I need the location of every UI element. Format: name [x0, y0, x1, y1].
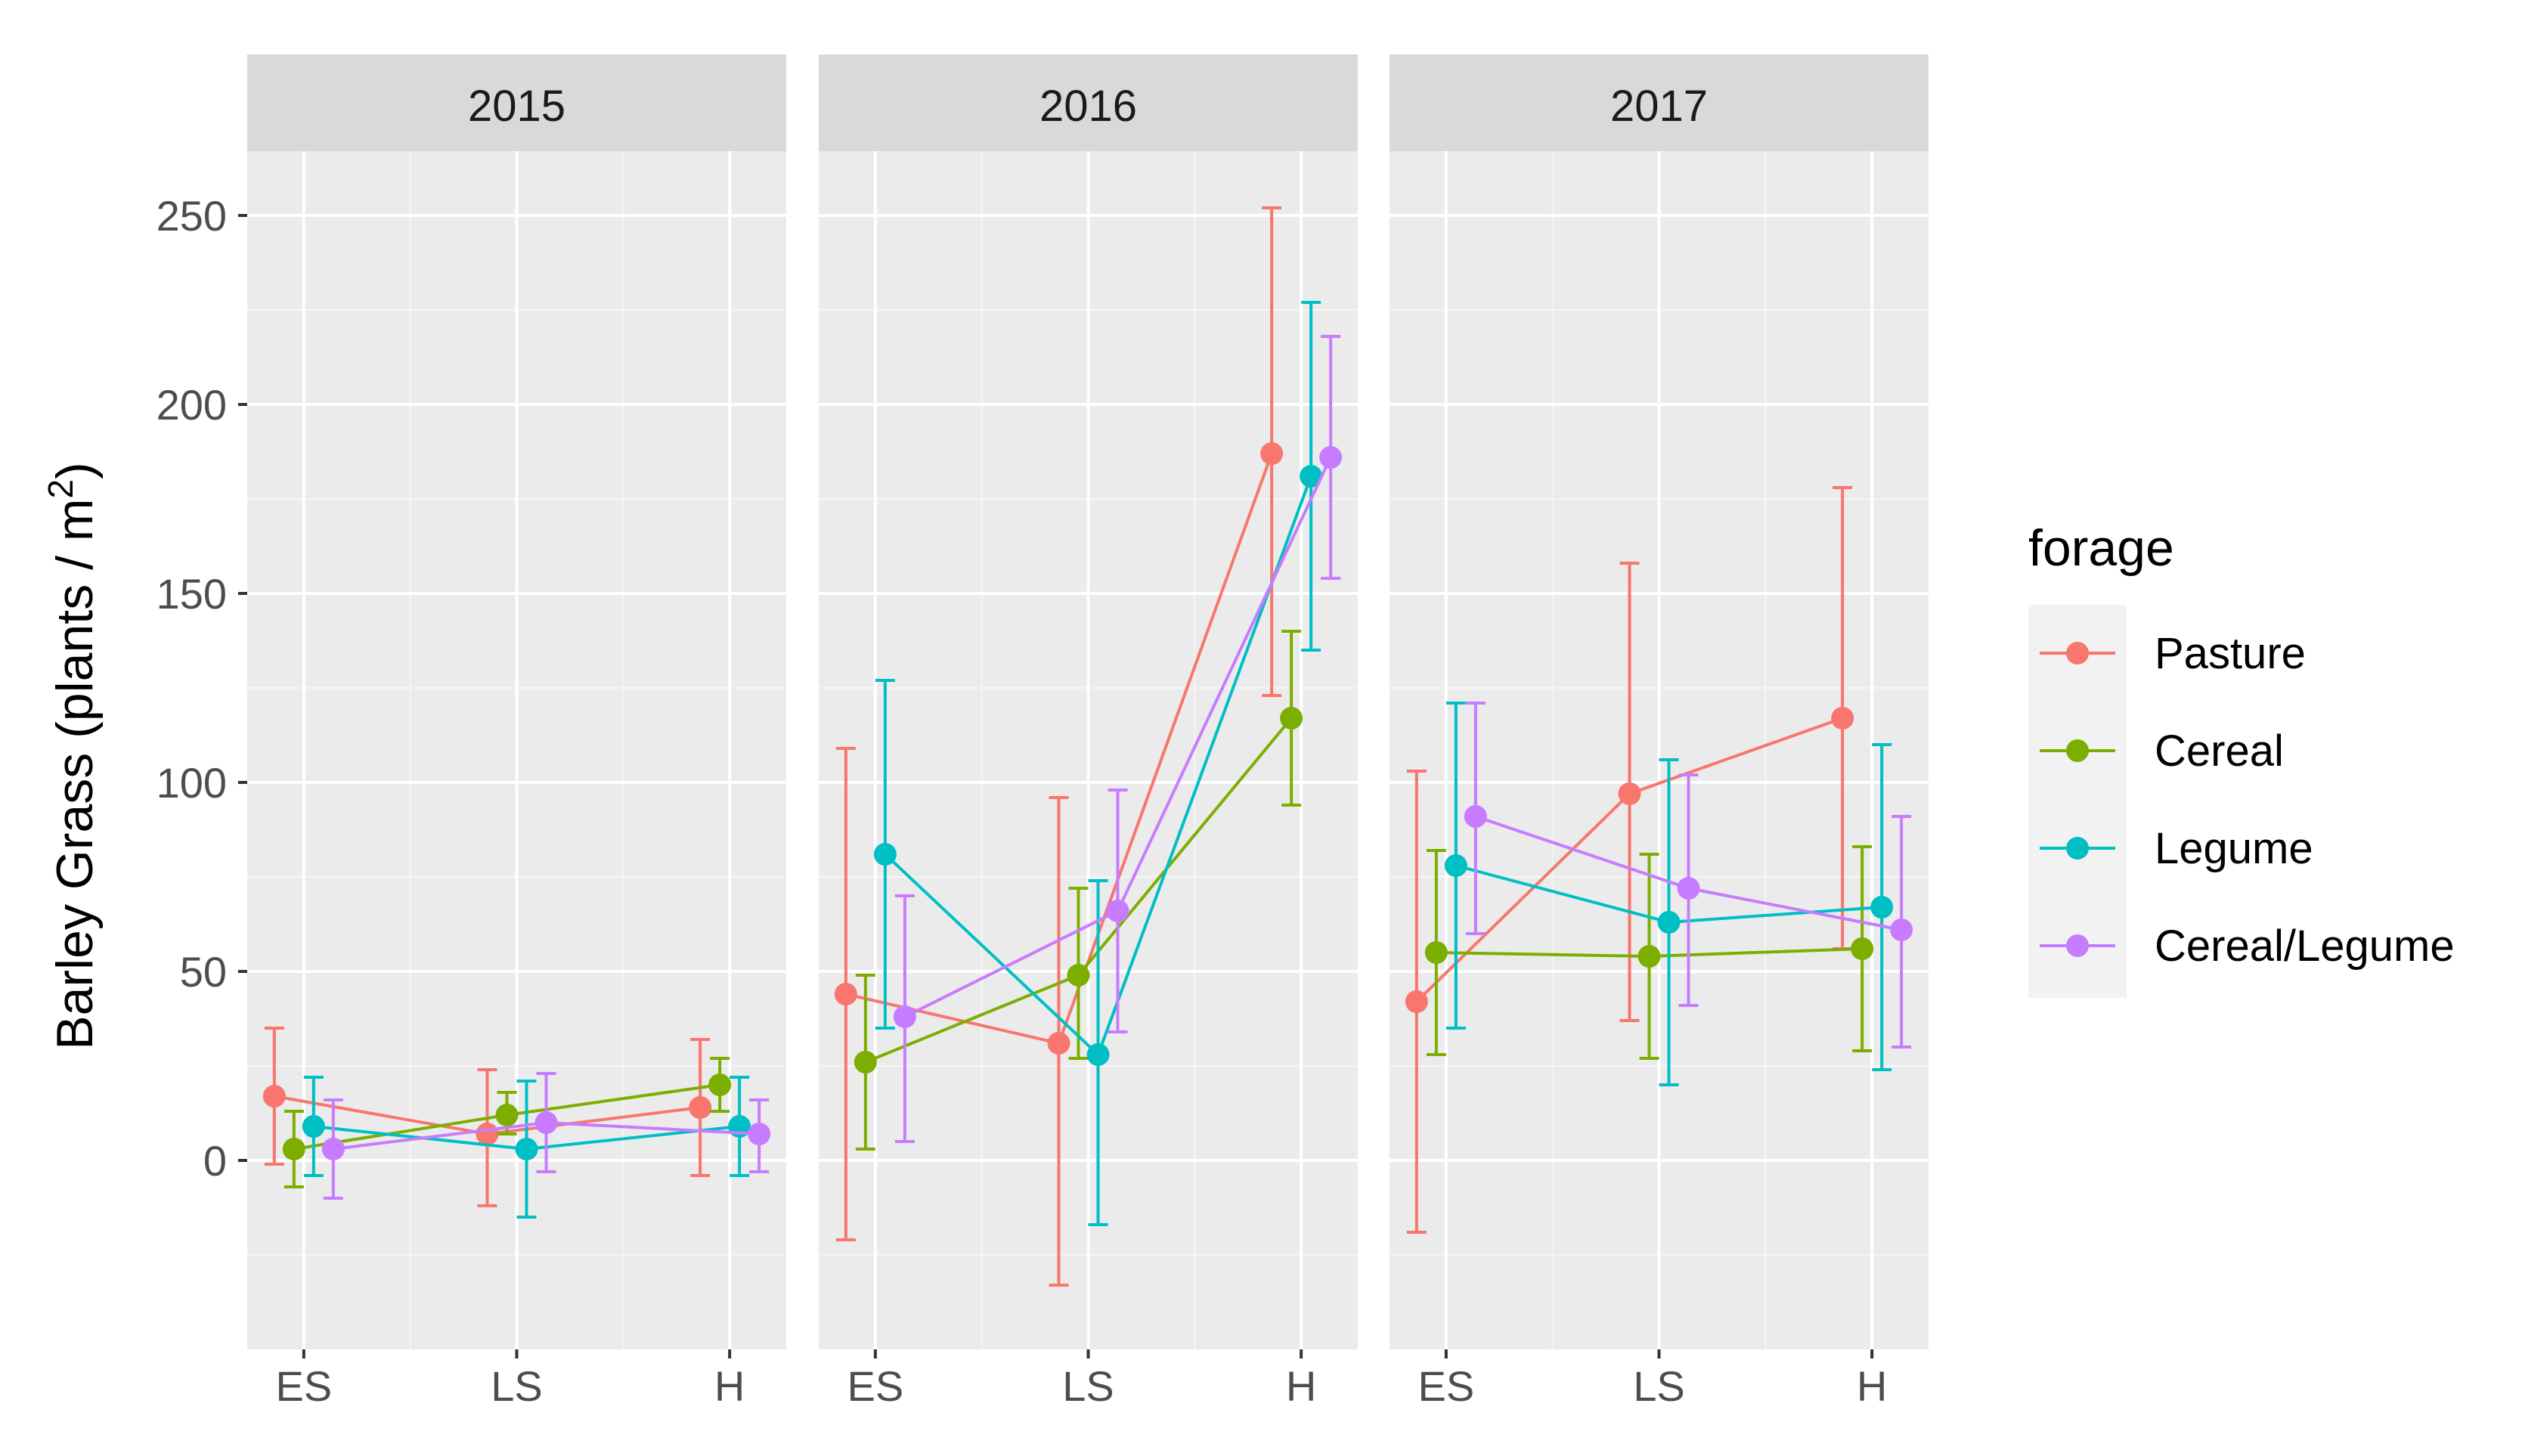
- data-point: [1657, 911, 1681, 934]
- data-point: [1300, 465, 1323, 488]
- data-point: [708, 1073, 732, 1096]
- legend-label: Pasture: [2155, 629, 2306, 678]
- legend-key-background: [2028, 605, 2127, 998]
- data-point: [282, 1138, 305, 1160]
- data-point: [893, 1005, 916, 1028]
- legend-key-point: [2066, 642, 2089, 664]
- y-tick-label: 0: [203, 1137, 227, 1185]
- data-point: [1106, 900, 1129, 922]
- data-point: [476, 1123, 499, 1145]
- data-point: [1851, 937, 1874, 960]
- data-point: [1637, 945, 1661, 968]
- data-point: [1870, 896, 1894, 919]
- y-tick-label: 100: [156, 759, 227, 807]
- data-point: [534, 1111, 558, 1134]
- legend-title: forage: [2028, 519, 2174, 577]
- x-tick-label: H: [714, 1362, 745, 1410]
- data-point: [748, 1123, 771, 1145]
- y-tick-label: 250: [156, 192, 227, 240]
- x-tick-label: H: [1857, 1362, 1887, 1410]
- data-point: [1047, 1032, 1070, 1055]
- data-point: [1319, 446, 1343, 469]
- data-point: [262, 1085, 286, 1107]
- x-tick-label: LS: [1062, 1362, 1114, 1410]
- data-point: [495, 1104, 519, 1126]
- data-point: [1405, 990, 1428, 1013]
- x-tick-label: H: [1286, 1362, 1316, 1410]
- data-point: [873, 843, 897, 866]
- data-point: [321, 1138, 345, 1160]
- x-tick-label: ES: [276, 1362, 333, 1410]
- legend-label: Legume: [2155, 824, 2313, 873]
- data-point: [1086, 1043, 1110, 1066]
- data-point: [834, 983, 857, 1005]
- legend-label: Cereal/Legume: [2155, 922, 2455, 971]
- x-tick-label: LS: [491, 1362, 543, 1410]
- data-point: [1280, 707, 1303, 730]
- data-point: [1677, 877, 1700, 900]
- x-tick-label: LS: [1633, 1362, 1685, 1410]
- y-axis-label: Barley Grass (plants / m2): [41, 462, 104, 1050]
- data-point: [1618, 782, 1641, 805]
- x-tick-label: ES: [1418, 1362, 1475, 1410]
- data-point: [1067, 964, 1090, 987]
- y-tick-label: 150: [156, 570, 227, 618]
- data-point: [1424, 941, 1448, 964]
- facet-strip: [1390, 54, 1929, 151]
- data-point: [1890, 919, 1913, 941]
- data-point: [1464, 805, 1487, 828]
- facet-label-2016: 2016: [1039, 82, 1137, 131]
- y-tick-label: 50: [180, 948, 227, 996]
- data-point: [854, 1051, 877, 1073]
- data-point: [1260, 442, 1284, 465]
- y-tick-label: 200: [156, 381, 227, 429]
- data-point: [515, 1138, 538, 1160]
- x-tick-label: ES: [847, 1362, 904, 1410]
- legend-label: Cereal: [2155, 726, 2284, 776]
- legend: forage Pasture Cereal Legume Cereal/Legume: [2028, 519, 2455, 998]
- legend-key-point: [2066, 739, 2089, 762]
- data-point: [1444, 854, 1467, 877]
- legend-key-point: [2066, 837, 2089, 860]
- legend-key-point: [2066, 934, 2089, 957]
- facet-strip: [819, 54, 1358, 151]
- facet-strip: [247, 54, 786, 151]
- facet-label-2015: 2015: [468, 82, 565, 131]
- facet-label-2017: 2017: [1610, 82, 1708, 131]
- data-point: [689, 1096, 712, 1119]
- data-point: [1831, 707, 1854, 730]
- data-point: [302, 1115, 325, 1138]
